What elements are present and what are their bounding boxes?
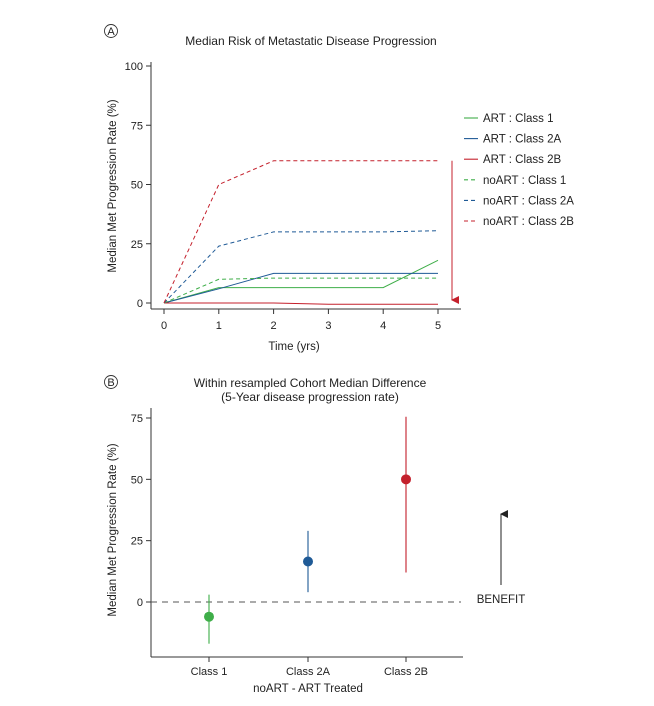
panel-b-letter: B <box>107 377 114 389</box>
chart-b-xlabel: noART - ART Treated <box>253 683 363 695</box>
series-line-3 <box>164 302 438 305</box>
benefit-label: BENEFIT <box>477 594 526 606</box>
chart-a-title: Median Risk of Metastatic Disease Progre… <box>185 34 436 48</box>
chart-b-xtick-label: Class 1 <box>191 666 228 678</box>
chart-b-ytick-label: 50 <box>131 474 143 486</box>
series-line-4 <box>163 277 438 304</box>
chart-a-xtick-label: 2 <box>271 320 277 332</box>
chart-b-ytick-label: 25 <box>131 536 143 548</box>
legend-label: ART : Class 2B <box>483 154 562 166</box>
chart-b-title: Within resampled Cohort Median Differenc… <box>194 376 427 390</box>
chart-a-ytick-label: 100 <box>125 61 143 73</box>
chart-b-ytick-label: 0 <box>137 597 143 609</box>
median-point-class-2a <box>303 556 313 567</box>
chart-a-xtick-label: 3 <box>325 320 331 332</box>
chart-b-subtitle: (5-Year disease progression rate) <box>221 390 399 404</box>
median-point-class-1 <box>204 611 214 622</box>
chart-a-ytick-label: 0 <box>137 298 143 310</box>
panel-a-letter: A <box>107 26 115 38</box>
chart-a-xtick-label: 4 <box>380 320 386 332</box>
panel-b: B Within resampled Cohort Median Differe… <box>104 375 526 695</box>
chart-a-xlabel: Time (yrs) <box>268 341 319 353</box>
panel-a: A Median Risk of Metastatic Disease Prog… <box>104 24 574 353</box>
chart-a-ylabel: Median Met Progression Rate (%) <box>107 99 119 272</box>
legend-label: ART : Class 2A <box>483 134 562 146</box>
chart-a-ytick-label: 50 <box>131 180 143 192</box>
panel-a-badge <box>104 24 118 38</box>
legend-label: ART : Class 1 <box>483 113 554 125</box>
series-line-2 <box>163 272 438 304</box>
chart-a-xtick-label: 5 <box>435 320 441 332</box>
chart-b-ytick-label: 75 <box>131 413 143 425</box>
chart-b-xtick-label: Class 2B <box>384 666 428 678</box>
legend-label: noART : Class 2A <box>483 195 574 207</box>
series-line-6 <box>163 160 438 304</box>
chart-a-xtick-label: 0 <box>161 320 167 332</box>
chart-b-xtick-label: Class 2A <box>286 666 331 678</box>
legend-label: noART : Class 1 <box>483 175 566 187</box>
legend-label: noART : Class 2B <box>483 216 574 228</box>
series-line-1 <box>163 259 439 304</box>
chart-a-ytick-label: 75 <box>131 120 143 132</box>
series-line-5 <box>163 230 439 304</box>
chart-a-ytick-label: 25 <box>131 239 143 251</box>
panel-b-badge <box>104 375 118 389</box>
chart-a-xtick-label: 1 <box>216 320 222 332</box>
median-point-class-2b <box>401 474 411 485</box>
chart-b-ylabel: Median Met Progression Rate (%) <box>107 443 119 616</box>
